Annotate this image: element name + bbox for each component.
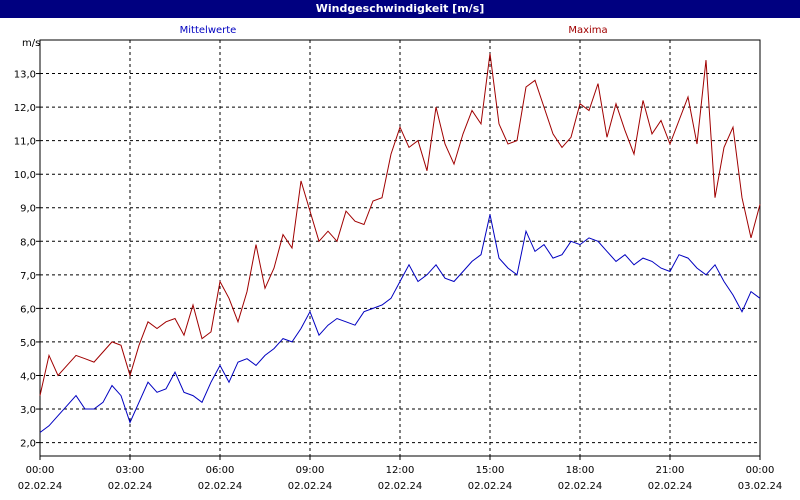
- x-axis: 00:00 02.02.24 03:00 02.02.24 06:00 02.02.24 0…: [18, 456, 783, 492]
- y-tick-label: 10,0: [14, 170, 36, 181]
- x-tick-date-label: 02.02.24: [558, 481, 603, 492]
- x-tick-time-label: 21:00: [656, 465, 685, 476]
- chart-title: Windgeschwindigkeit [m/s]: [0, 0, 800, 18]
- x-tick-time-label: 15:00: [476, 465, 505, 476]
- series-line-max: [39, 53, 761, 396]
- x-tick-date-label: 02.02.24: [468, 481, 513, 492]
- legend-entry-max: Maxima: [568, 25, 607, 36]
- y-tick-label: 11,0: [14, 137, 36, 148]
- y-tick-label: 8,0: [20, 237, 36, 248]
- x-tick-time-label: 12:00: [386, 465, 415, 476]
- x-tick-date-label: 02.02.24: [198, 481, 243, 492]
- legend-entry-mean: Mittelwerte: [180, 25, 237, 36]
- y-tick-label: 5,0: [20, 338, 36, 349]
- y-axis-unit-label: m/s: [22, 38, 40, 49]
- x-tick-time-label: 06:00: [206, 465, 235, 476]
- x-tick-time-label: 09:00: [296, 465, 325, 476]
- x-tick-date-label: 02.02.24: [378, 481, 423, 492]
- y-tick-label: 7,0: [20, 271, 36, 282]
- y-tick-label: 12,0: [14, 103, 36, 114]
- x-tick-date-label: 03.02.24: [738, 481, 783, 492]
- x-tick-date-label: 02.02.24: [648, 481, 693, 492]
- series-lines: [39, 53, 761, 433]
- x-tick-date-label: 02.02.24: [108, 481, 153, 492]
- x-tick-time-label: 00:00: [26, 465, 55, 476]
- wind-speed-chart: m/s Mittelwerte Maxima 2,0 3,0 4,0 5,0 6,0 7,…: [0, 18, 800, 500]
- x-tick-time-label: 18:00: [566, 465, 595, 476]
- y-tick-label: 4,0: [20, 371, 36, 382]
- y-tick-label: 3,0: [20, 405, 36, 416]
- x-tick-date-label: 02.02.24: [288, 481, 333, 492]
- x-tick-date-label: 02.02.24: [18, 481, 63, 492]
- x-tick-time-label: 03:00: [116, 465, 145, 476]
- series-line-mean: [39, 214, 761, 433]
- grid: [40, 40, 760, 456]
- y-tick-label: 6,0: [20, 304, 36, 315]
- y-axis: 2,0 3,0 4,0 5,0 6,0 7,0 8,0 9,0 10,0 11,0 12,0 13,0: [14, 70, 40, 450]
- y-tick-label: 9,0: [20, 204, 36, 215]
- x-tick-time-label: 00:00: [746, 465, 775, 476]
- y-tick-label: 13,0: [14, 70, 36, 81]
- y-tick-label: 2,0: [20, 439, 36, 450]
